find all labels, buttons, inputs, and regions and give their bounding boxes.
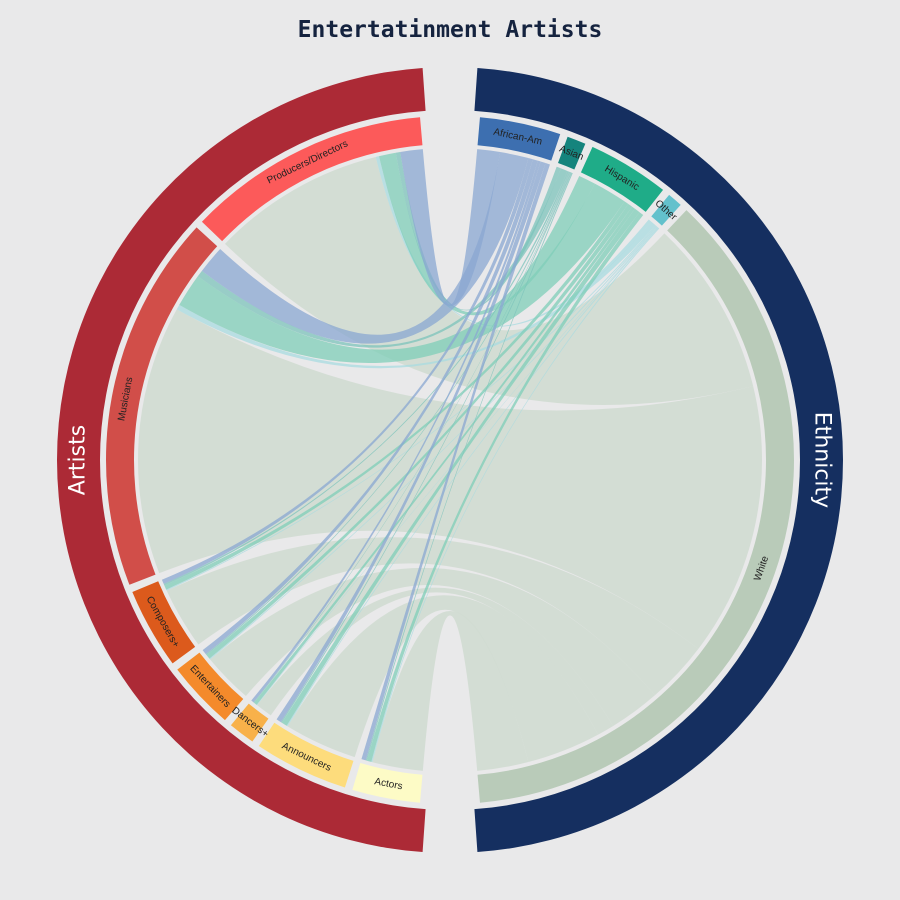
source-arc-actors bbox=[352, 763, 423, 803]
group-arc-artists bbox=[57, 67, 426, 853]
target-arc-white bbox=[477, 210, 794, 803]
ribbon-announcers-hispanic bbox=[281, 208, 640, 726]
source-arc-entertainers bbox=[177, 652, 244, 721]
group-arc-ethnicity bbox=[474, 67, 843, 853]
ribbons bbox=[137, 149, 762, 771]
ribbon-announcers-white bbox=[287, 595, 599, 762]
ribbon-dancers-hispanic bbox=[253, 206, 635, 705]
source-arc-composers bbox=[132, 581, 196, 664]
target-arc-hispanic bbox=[580, 146, 664, 212]
ribbon-musicians-white bbox=[137, 309, 762, 649]
group-arcs bbox=[57, 67, 843, 853]
ribbon-musicians-hispanic bbox=[179, 183, 625, 364]
target-arc-african-am bbox=[477, 117, 561, 161]
ribbon-producers-directors-hispanic bbox=[379, 152, 595, 316]
ribbon-entertainers-white bbox=[210, 567, 656, 726]
chart-title: Entertatinment Artists bbox=[298, 17, 603, 43]
group-label-ethnicity: Ethnicity bbox=[810, 412, 835, 508]
target-arc-other bbox=[651, 194, 681, 226]
ribbon-producers-directors-white bbox=[224, 156, 754, 405]
source-arc-dancers bbox=[230, 703, 269, 742]
target-arc-asian bbox=[558, 136, 586, 170]
ribbon-actors-african-am bbox=[361, 163, 550, 761]
source-arc-producers-directors bbox=[201, 117, 423, 242]
group-label-artists: Artists bbox=[66, 425, 91, 495]
source-label-actors: Actors bbox=[374, 776, 404, 792]
source-arc-musicians bbox=[105, 227, 218, 585]
ribbon-actors-white bbox=[372, 611, 529, 771]
source-arc-announcers bbox=[258, 722, 354, 788]
segment-arcs bbox=[105, 117, 794, 803]
